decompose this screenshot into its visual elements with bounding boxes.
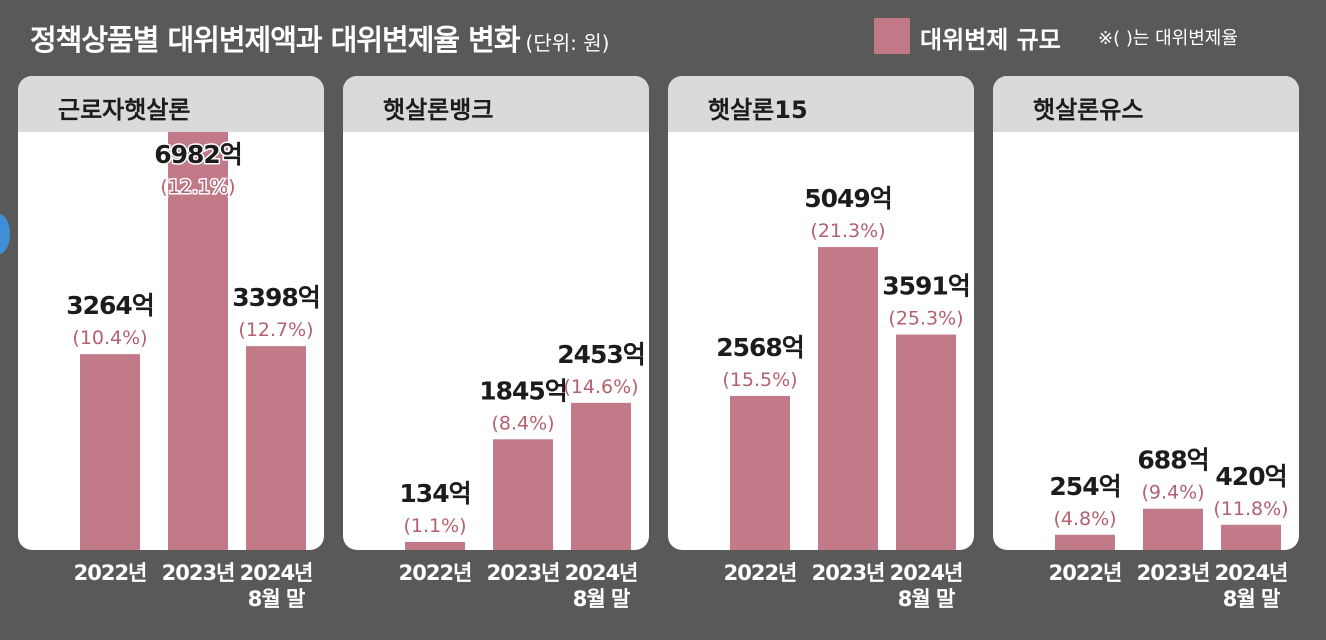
x-tick-label: 2024년 8월 말 bbox=[239, 561, 314, 611]
bar bbox=[168, 131, 228, 550]
chart-panel: 254억 (4.8%) 688억 (9.4%) 420억 (11.8%) 햇살론유스 bbox=[993, 76, 1299, 550]
bar-plot: 2568억 (15.5%) 5049억 (21.3%) 3591억 (25.3%) bbox=[716, 184, 971, 550]
legend-note: ※( )는 대위변제율 bbox=[1098, 28, 1238, 49]
bar-plot: 134억 (1.1%) 1845억 (8.4%) 2453억 (14.6%) bbox=[399, 340, 646, 550]
x-tick-label: 2024년 8월 말 bbox=[564, 561, 639, 611]
panel-header: 햇살론뱅크 bbox=[343, 76, 649, 132]
legend-label: 대위변제 규모 bbox=[920, 26, 1061, 54]
chart-title: 정책상품별 대위변제액과 대위변제율 변화 (단위: 원) bbox=[30, 17, 609, 59]
legend-swatch bbox=[874, 18, 910, 54]
rate-label: (9.4%) bbox=[1141, 482, 1204, 504]
bar bbox=[80, 354, 140, 550]
chart-panel: 3264억 (10.4%) 6982억 (12.1%) 3398억 (12.7%) 근로자햇… bbox=[18, 76, 324, 550]
x-tick-label: 2023년 bbox=[161, 561, 236, 585]
title-text: 정책상품별 대위변제액과 대위변제율 변화 bbox=[30, 23, 521, 57]
rate-label: (21.3%) bbox=[810, 220, 885, 242]
bar bbox=[405, 541, 465, 550]
value-label: 134억 bbox=[399, 479, 470, 508]
value-label: 2453억 bbox=[557, 340, 645, 369]
rate-label: (25.3%) bbox=[888, 308, 963, 330]
rate-label: (10.4%) bbox=[72, 327, 147, 349]
panel-title: 근로자햇살론 bbox=[58, 96, 191, 124]
x-tick-label: 2022년 bbox=[73, 561, 148, 585]
rate-label: (1.1%) bbox=[403, 515, 466, 537]
bar bbox=[896, 334, 956, 550]
unit-label: (단위: 원) bbox=[525, 31, 610, 55]
rate-label: (12.1%) bbox=[160, 176, 235, 198]
chart-panel: 134억 (1.1%) 1845억 (8.4%) 2453억 (14.6%) 햇살론뱅크 bbox=[343, 76, 649, 550]
bar bbox=[1055, 534, 1115, 550]
x-tick-label: 2022년 bbox=[1048, 561, 1123, 585]
panel-header: 햇살론15 bbox=[668, 76, 974, 132]
bar bbox=[571, 402, 631, 550]
bar bbox=[1143, 508, 1203, 550]
value-label: 3591억 bbox=[882, 272, 970, 301]
x-tick-label: 2023년 bbox=[811, 561, 886, 585]
value-label: 254억 bbox=[1049, 472, 1120, 501]
value-label: 3398억 bbox=[232, 283, 320, 312]
bar bbox=[818, 247, 878, 550]
rate-label: (4.8%) bbox=[1053, 508, 1116, 530]
rate-label: (12.7%) bbox=[238, 319, 313, 341]
value-label: 5049억 bbox=[804, 184, 892, 213]
rate-label: (15.5%) bbox=[722, 369, 797, 391]
bar bbox=[730, 395, 790, 550]
x-tick-label: 2024년 8월 말 bbox=[889, 561, 964, 611]
bar bbox=[493, 439, 553, 550]
rate-label: (11.8%) bbox=[1213, 498, 1288, 520]
x-tick-label: 2022년 bbox=[723, 561, 798, 585]
value-label: 6982억 bbox=[154, 140, 242, 169]
x-tick-label: 2023년 bbox=[486, 561, 561, 585]
x-tick-label: 2024년 8월 말 bbox=[1214, 561, 1289, 611]
x-tick-label: 2023년 bbox=[1136, 561, 1211, 585]
value-label: 420억 bbox=[1215, 462, 1286, 491]
value-label: 688억 bbox=[1137, 446, 1208, 475]
panel-header: 햇살론유스 bbox=[993, 76, 1299, 132]
rate-label: (8.4%) bbox=[491, 412, 554, 434]
panel-title: 햇살론15 bbox=[708, 96, 808, 124]
bar bbox=[1221, 524, 1281, 550]
panel-title: 햇살론뱅크 bbox=[383, 96, 494, 124]
bar bbox=[246, 346, 306, 550]
rate-label: (14.6%) bbox=[563, 376, 638, 398]
panel-title: 햇살론유스 bbox=[1033, 96, 1144, 124]
value-label: 1845억 bbox=[479, 376, 567, 405]
decorative-edge-shape bbox=[0, 214, 10, 254]
x-tick-label: 2022년 bbox=[398, 561, 473, 585]
value-label: 2568억 bbox=[716, 333, 804, 362]
value-label: 3264억 bbox=[66, 291, 154, 320]
panel-header: 근로자햇살론 bbox=[18, 76, 324, 132]
bar-plot: 3264억 (10.4%) 6982억 (12.1%) 3398억 (12.7%) bbox=[66, 131, 321, 550]
chart-panel: 2568억 (15.5%) 5049억 (21.3%) 3591억 (25.3%) 햇살론1… bbox=[668, 76, 974, 550]
bar-plot: 254억 (4.8%) 688억 (9.4%) 420억 (11.8%) bbox=[1049, 446, 1289, 550]
